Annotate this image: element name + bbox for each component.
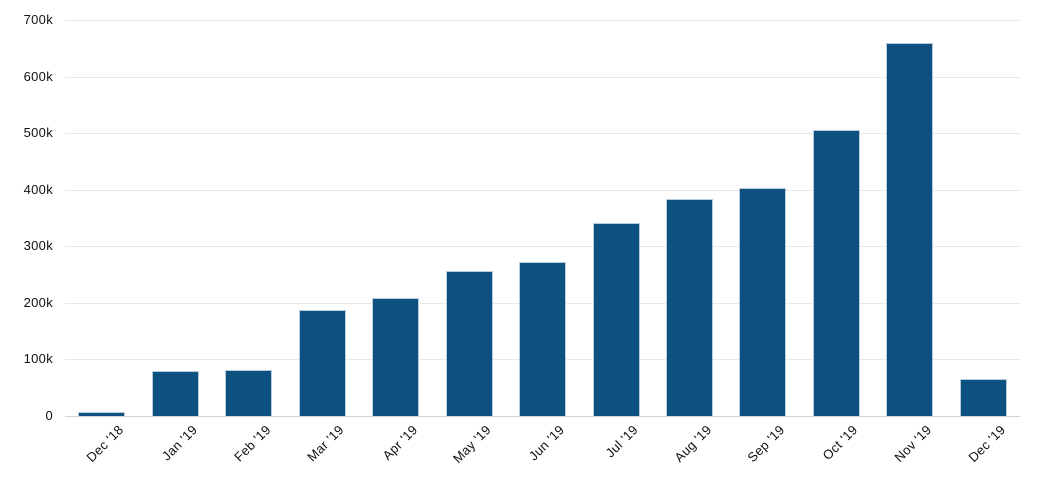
x-tick-label-sep-19: Sep '19 (744, 422, 788, 465)
y-tick-label-200k: 200k (23, 294, 53, 310)
x-tick-label-jan-19: Jan '19 (158, 422, 200, 464)
x-tick-label-dec-18: Dec '18 (83, 422, 127, 465)
x-tick-label-jul-19: Jul '19 (602, 422, 641, 461)
bar-jan-19 (151, 370, 199, 416)
x-tick-label-mar-19: Mar '19 (304, 422, 347, 465)
gridline-400k (65, 189, 1020, 191)
x-tick-label-nov-19: Nov '19 (891, 422, 935, 465)
bar-mar-19 (298, 310, 346, 416)
y-tick-label-500k: 500k (23, 125, 53, 141)
bar-jun-19 (519, 261, 566, 416)
y-tick-label-300k: 300k (23, 238, 53, 254)
bar-may-19 (445, 270, 493, 416)
y-tick-label-600k: 600k (23, 68, 53, 84)
x-tick-label-may-19: May '19 (449, 422, 494, 466)
y-tick-label-100k: 100k (23, 351, 53, 367)
bar-sep-19 (739, 187, 787, 416)
bar-aug-19 (665, 199, 713, 416)
gridline-700k (65, 20, 1020, 21)
gridline-500k (65, 133, 1020, 135)
x-tick-label-oct-19: Oct '19 (819, 422, 861, 463)
bar-apr-19 (372, 298, 420, 416)
y-tick-label-700k: 700k (23, 12, 53, 27)
gridline-0 (65, 416, 1020, 417)
bar-dec-19 (959, 378, 1007, 416)
x-tick-label-dec-19: Dec '19 (964, 422, 1008, 465)
bar-dec-18 (78, 411, 126, 416)
gridline-600k (65, 76, 1020, 78)
bar-oct-19 (812, 130, 860, 416)
x-tick-label-apr-19: Apr '19 (379, 422, 421, 463)
gridline-300k (65, 246, 1020, 248)
y-tick-label-0: 0 (45, 408, 53, 423)
x-tick-label-jun-19: Jun '19 (525, 422, 568, 464)
x-tick-label-aug-19: Aug '19 (671, 422, 715, 465)
bar-jul-19 (592, 222, 640, 416)
x-tick-label-feb-19: Feb '19 (230, 422, 274, 465)
bar-feb-19 (225, 369, 273, 416)
bar-nov-19 (886, 42, 934, 416)
y-tick-label-400k: 400k (23, 181, 53, 197)
